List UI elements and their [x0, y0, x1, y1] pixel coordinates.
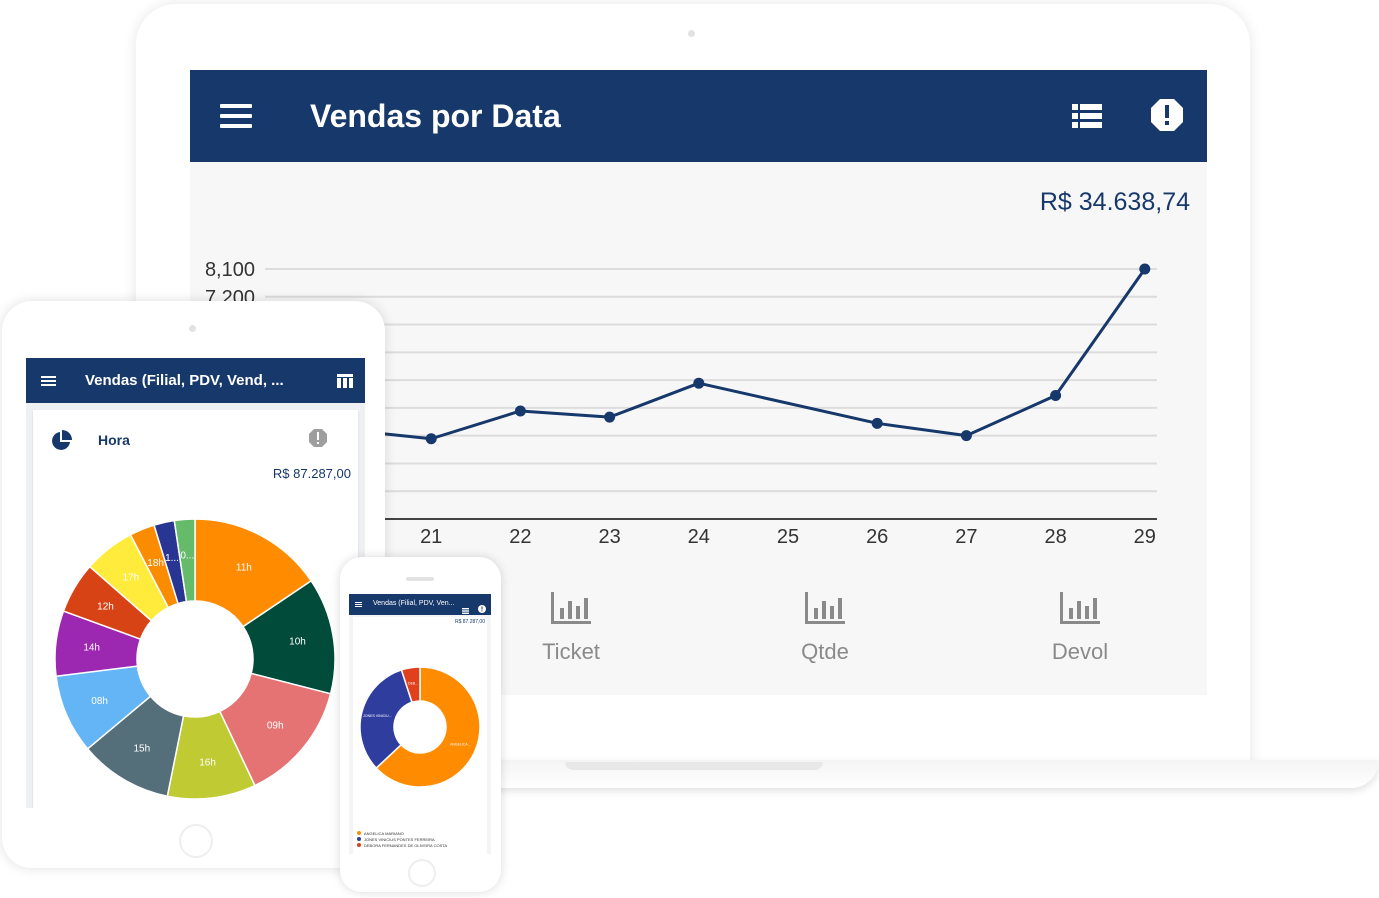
- legend-item: JONES VINICIUS PONTES FERREIRA: [357, 836, 447, 842]
- hour-donut-chart: 11h 10h 09h 16h 15h 08h 14h 12h 17h 18h 1... 0...: [54, 518, 336, 800]
- x-tick-label: 27: [955, 526, 977, 548]
- data-point: [514, 405, 526, 417]
- data-point: [604, 411, 616, 423]
- donut-slice: [359, 668, 413, 770]
- chart-card: Hora R$ 87.287,00 11h 10h 09h 16h 15h 08h 14h 1…: [33, 410, 358, 808]
- data-point: [960, 430, 972, 442]
- app-bar: Vendas (Filial, PDV, Vend, ...: [26, 358, 365, 403]
- seller-donut-chart: ANGELICA... JONES VINICIU... DEB...: [359, 666, 481, 788]
- donut-slice: [375, 666, 481, 788]
- x-tick-label: 22: [509, 526, 531, 548]
- slice-label: 17h: [123, 572, 140, 583]
- alert-icon[interactable]: [308, 428, 328, 448]
- slice-label: 1...: [165, 553, 179, 564]
- slice-label: 16h: [199, 758, 216, 769]
- tablet-screen: Vendas (Filial, PDV, Vend, ... Hora: [26, 358, 365, 808]
- menu-icon[interactable]: [220, 104, 252, 128]
- app-bar: Vendas por Data: [190, 70, 1207, 162]
- menu-icon[interactable]: [41, 376, 56, 387]
- bar-chart-icon: [1060, 592, 1100, 624]
- chart-legend: ANGELICA MARIANO JONES VINICIUS PONTES F…: [357, 830, 447, 848]
- pie-chart-icon: [50, 430, 72, 452]
- tablet-camera: [189, 325, 196, 332]
- list-view-icon[interactable]: [1072, 104, 1102, 128]
- page-title: Vendas (Filial, PDV, Vend, ...: [85, 372, 284, 389]
- laptop-camera: [688, 30, 695, 37]
- donut-slice: [400, 666, 421, 704]
- data-point: [693, 377, 705, 389]
- slice-label: 09h: [267, 721, 284, 732]
- legend-swatch: [357, 831, 361, 835]
- phone-speaker: [406, 577, 434, 581]
- y-tick-label: 8,100: [205, 259, 255, 281]
- metric-devol-button[interactable]: Devol: [1000, 590, 1160, 665]
- page-title: Vendas (Filial, PDV, Ven...: [373, 600, 455, 607]
- x-tick-label: 29: [1134, 526, 1156, 548]
- alert-icon[interactable]: [1150, 98, 1184, 132]
- donut-slice: [173, 518, 196, 603]
- list-view-icon[interactable]: [462, 601, 469, 614]
- app-bar: Vendas (Filial, PDV, Ven...: [349, 594, 491, 615]
- tablet-home-button: [179, 824, 213, 858]
- metric-qtde-button[interactable]: Qtde: [745, 590, 905, 665]
- metric-ticket-button[interactable]: Ticket: [491, 590, 651, 665]
- x-tick-label: 24: [688, 526, 710, 548]
- bar-chart-icon: [805, 592, 845, 624]
- slice-label: 10h: [289, 637, 306, 648]
- legend-swatch: [357, 837, 361, 841]
- phone-home-button: [408, 859, 436, 887]
- bar-chart-icon: [551, 592, 591, 624]
- total-value: R$ 87.287,00: [454, 619, 485, 625]
- total-value: R$ 34.638,74: [1039, 188, 1190, 216]
- data-point: [871, 417, 883, 429]
- card-title: Hora: [98, 432, 130, 448]
- slice-label: 12h: [97, 601, 114, 612]
- x-tick-label: 23: [598, 526, 620, 548]
- slice-label: ANGELICA...: [450, 743, 471, 747]
- data-point: [1139, 263, 1151, 275]
- legend-item: ANGELICA MARIANO: [357, 830, 447, 836]
- legend-swatch: [357, 843, 361, 847]
- x-tick-label: 25: [777, 526, 799, 548]
- x-tick-label: 26: [866, 526, 888, 548]
- slice-label: 14h: [83, 643, 100, 654]
- laptop-notch: [565, 762, 823, 770]
- metric-label: Devol: [1051, 639, 1109, 664]
- page-title: Vendas por Data: [310, 98, 561, 134]
- slice-label: 0...: [180, 551, 194, 562]
- slice-label: DEB...: [408, 682, 418, 686]
- table-icon[interactable]: [337, 374, 353, 388]
- menu-icon[interactable]: [355, 602, 362, 607]
- x-tick-label: 28: [1044, 526, 1066, 548]
- phone-screen: Vendas (Filial, PDV, Ven... R$ 87.287,00…: [349, 594, 491, 854]
- data-point: [425, 433, 437, 445]
- alert-icon[interactable]: [478, 600, 486, 613]
- series-line: [341, 268, 1147, 441]
- metric-label: Ticket: [542, 639, 600, 664]
- slice-label: 15h: [133, 744, 150, 755]
- legend-item: DEBORA FERNANDES DE OLIVEIRA COSTA: [357, 842, 447, 848]
- slice-label: 08h: [91, 696, 108, 707]
- chart-card: R$ 87.287,00 ANGELICA... JONES VINICIU...…: [353, 617, 487, 854]
- metric-label: Qtde: [801, 639, 849, 664]
- slice-label: 18h: [147, 558, 164, 569]
- slice-label: JONES VINICIU...: [363, 714, 391, 718]
- total-value: R$ 87.287,00: [272, 466, 351, 481]
- data-point: [1050, 390, 1062, 402]
- x-tick-label: 21: [420, 526, 442, 548]
- slice-label: 11h: [236, 563, 252, 574]
